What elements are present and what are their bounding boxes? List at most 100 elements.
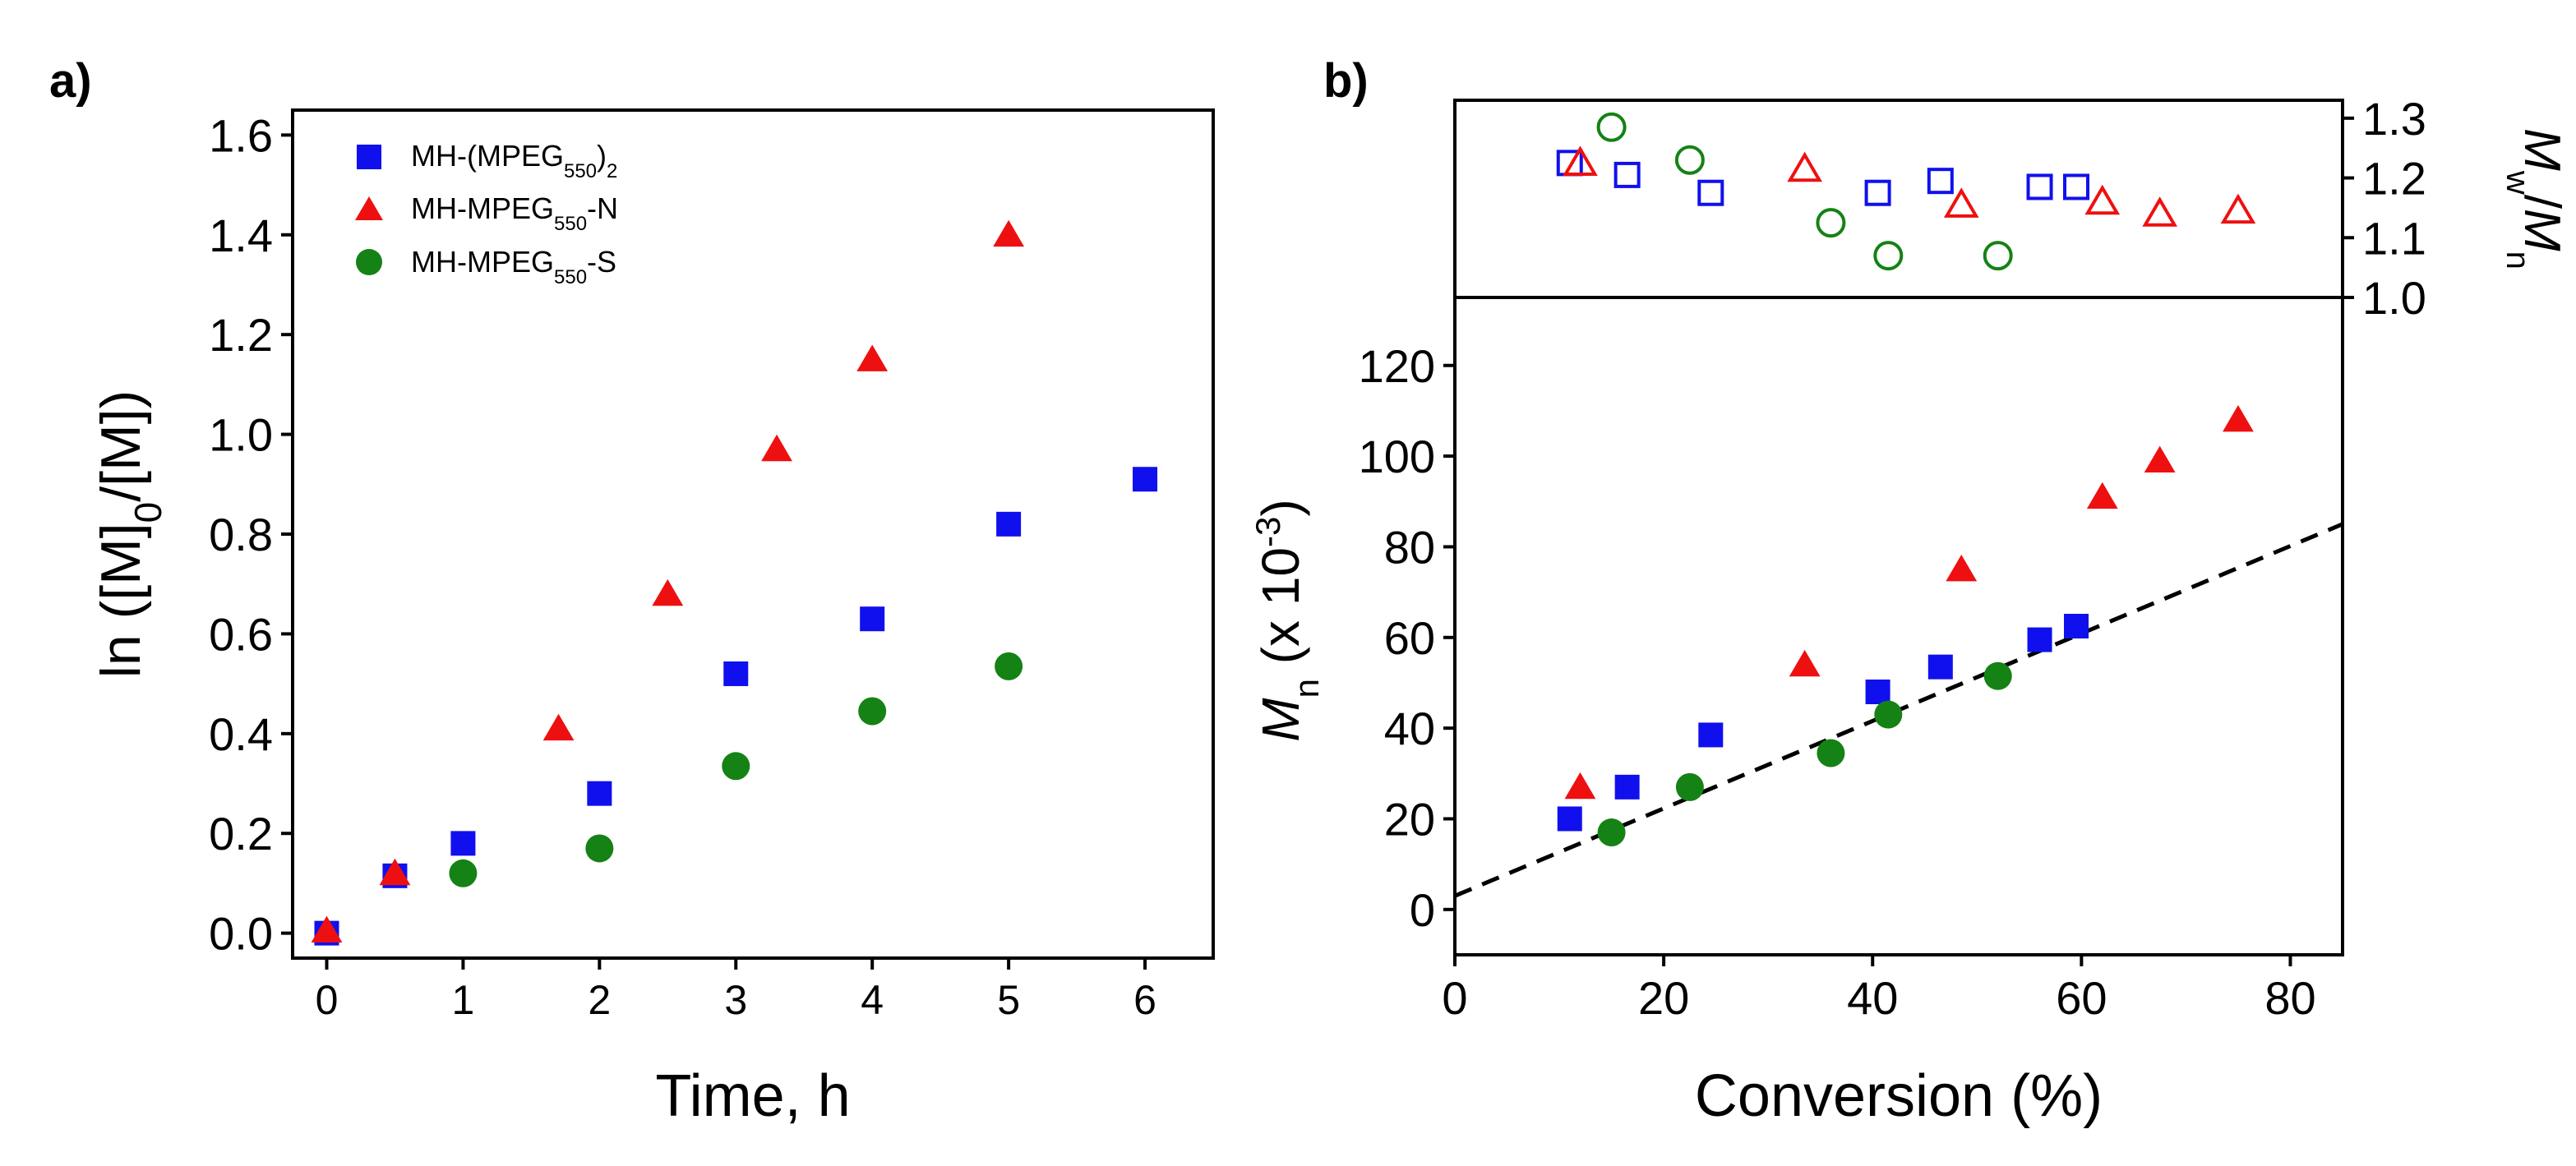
panel-a-x-tick-label: 6 [1133,977,1156,1023]
panel-a-ylabel-base: ln ([M] [90,523,152,678]
panel-b-top-y-tick-label: 1.3 [2362,93,2426,145]
panel-b-bottom-point-series_b [1946,555,1978,582]
panel-a-point-series_a [860,606,885,632]
panel-a-point-series_c [995,652,1023,680]
panel-a-point-series_a [996,511,1022,537]
panel-a-point-series_b [379,858,411,886]
panel-b-top-y-tick-label: 1.1 [2362,212,2426,264]
panel-b-top-point-series_b [1943,187,1979,218]
panel-a-point-series_b [652,578,684,606]
panel-b-bottom-y-axis-label: Mn (x 10-3) [1249,499,1326,741]
panel-b-bottom-point-series_a [1614,774,1640,800]
panel-b-bottom-point-series_c [1817,739,1845,767]
panel-label-a: a) [49,54,92,108]
panel-a-point-series_c [722,752,750,781]
panel-b-bottom-point-series_c [1983,661,2012,690]
panel-b-bottom-y-ticks: 0 20 40 60 80 100 120 [1359,340,1455,936]
panel-b-bottom-point-series_b [2223,404,2254,432]
panel-b-bottom-point-series_a [2064,614,2089,638]
legend-label-series-a: MH-(MPEG550)2 [411,139,617,182]
panel-a-y-tick-label: 1.0 [209,409,273,461]
panel-b-bottom-y-tick-label: 40 [1384,703,1435,754]
panel-b-bottom-point-series_c [1597,818,1626,847]
panel-a-point-series_b [761,434,792,462]
panel-a-point-series_a [1133,467,1158,492]
panel-b-x-tick-label: 0 [1442,972,1467,1024]
panel-b-x-tick-label: 40 [1847,972,1898,1024]
panel-b-top-point-series_a [2026,173,2053,200]
panel-b-frame [1453,99,2344,956]
panel-a-x-ticks: 0 1 2 3 4 5 6 [316,958,1156,1023]
legend-marker-series-a [357,145,381,169]
panel-b-top-point-series_a [1697,179,1724,206]
panel-a-x-tick-label: 0 [316,977,339,1023]
panel-b-top-points [1556,112,2256,271]
panel-b-top-point-series_b [2220,193,2256,224]
panel-b-bottom-point-series_c [1675,772,1704,801]
panel-a-y-tick-label: 1.2 [209,309,273,361]
panel-a-point-series_c [585,834,614,863]
panel-b-top-point-series_c [1596,112,1627,142]
panel-b-x-tick-label: 20 [1638,972,1689,1024]
panel-b-bottom-point-series_b [1789,649,1821,677]
panel-b-bottom-x-ticks: 0 20 40 60 80 [1442,955,2316,1024]
panel-b-top-point-series_b [1563,145,1598,176]
panel-b-top-y-tick-label: 1.0 [2362,272,2426,324]
panel-a-ylabel-sub: 0 [127,502,169,523]
panel-a-y-ticks: 0.0 0.2 0.4 0.6 0.8 1.0 1.2 1.4 1.6 [209,109,293,960]
panel-b-bottom-point-series_c [1874,700,1903,729]
panel-b-chart: 1.0 1.1 1.2 1.3 0 20 40 60 80 100 120 0 20 40 60 80 M… [1249,93,2571,1129]
panel-b-bottom-y-tick-label: 60 [1384,612,1435,664]
panel-b-top-point-series_a [2063,173,2089,200]
panel-a-x-tick-label: 5 [997,977,1020,1023]
panel-a-y-tick-label: 1.4 [209,210,273,261]
legend-label-series-b: MH-MPEG550-N [411,191,618,235]
panel-b-top-y-ticks: 1.0 1.1 1.2 1.3 [2343,93,2426,324]
panel-b-top-point-series_b [1787,151,1822,182]
panel-b-bottom-point-series_a [2027,627,2052,652]
panel-b-top-point-series_b [2142,196,2177,227]
panel-a-y-axis-label: ln ([M]0/[M]) [90,390,169,678]
panel-b-x-axis-label: Conversion (%) [1695,1063,2103,1129]
panel-b-bottom-point-series_a [1698,722,1724,748]
panel-a-point-series_b [542,713,575,741]
panel-b-top-y-axis-label: Mw/Mn [2500,128,2570,270]
panel-b-top-point-series_a [1864,179,1891,206]
panel-a-point-series_c [858,697,887,726]
panel-a-y-tick-label: 1.6 [209,109,273,161]
panel-a-y-tick-label: 0.8 [209,509,273,560]
panel-label-b: b) [1323,54,1369,108]
panel-a-y-tick-label: 0.6 [209,608,273,660]
panel-b-top-point-series_c [1983,241,2013,271]
panel-a-points [311,219,1158,946]
panel-a-x-tick-label: 1 [452,977,475,1023]
panel-a-point-series_c [449,859,478,887]
panel-b-top-point-series_b [2084,184,2121,215]
panel-a-y-tick-label: 0.2 [209,808,273,860]
panel-b-bottom-y-tick-label: 20 [1384,793,1435,845]
panel-b-bottom-y-tick-label: 100 [1359,431,1435,482]
panel-b-top-point-series_c [1873,241,1904,271]
panel-a-legend: MH-(MPEG550)2 MH-MPEG550-N MH-MPEG550-S [355,139,618,288]
panel-a-point-series_a [587,781,612,806]
panel-b-top-point-series_a [1613,161,1641,188]
panel-a-point-series_b [311,915,343,943]
panel-b-top-y-tick-label: 1.2 [2362,153,2426,205]
panel-b-x-tick-label: 80 [2264,972,2315,1024]
legend-label-series-c: MH-MPEG550-S [411,245,616,288]
panel-b-x-tick-label: 60 [2056,972,2107,1024]
panel-a-x-axis-label: Time, h [655,1063,850,1129]
panel-b-bottom-y-tick-label: 0 [1410,884,1435,936]
panel-a-y-tick-label: 0.4 [209,708,273,760]
panel-a-point-series_b [993,219,1025,247]
panel-a-x-tick-label: 2 [588,977,611,1023]
panel-a-point-series_a [450,831,476,856]
legend-marker-series-b [355,196,383,220]
panel-b-bottom-point-series_b [2144,445,2176,473]
panel-a-ylabel-tail: /[M]) [90,390,152,502]
panel-a-point-series_b [856,344,889,371]
panel-a-point-series_a [723,661,749,686]
panel-b-bottom-point-series_b [2086,482,2118,509]
